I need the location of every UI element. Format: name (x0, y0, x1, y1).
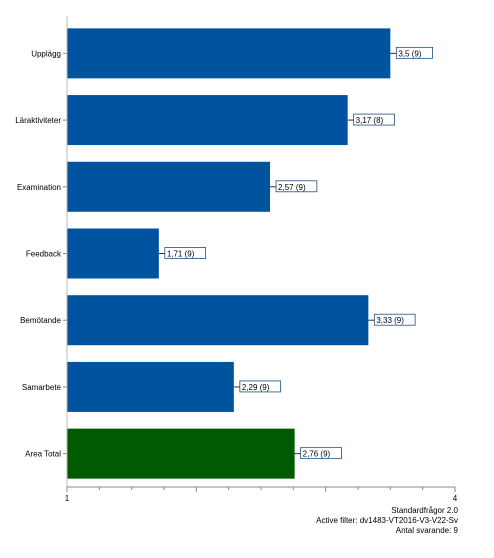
data-label-bemotande: 3,33 (9) (376, 316, 404, 325)
data-label-box-bemotande (373, 313, 416, 326)
footer-line-1: Standardfrågor 2.0 (391, 506, 458, 515)
data-label-box-feedback (164, 247, 207, 259)
data-label-laraktiviteter: 3,17 (8) (356, 116, 384, 125)
bar-area-total (67, 428, 295, 479)
data-label-feedback: 1,71 (9) (167, 250, 195, 259)
bar-samarbete (67, 361, 234, 412)
bar-bemotande (67, 295, 369, 346)
bar-upplagg (67, 28, 391, 79)
category-label-bemotande: Bemötande (20, 316, 61, 325)
data-label-examination: 2,57 (9) (278, 183, 306, 192)
data-label-box-area-total (300, 447, 342, 460)
data-label-samarbete: 2,29 (9) (242, 383, 270, 392)
data-label-upplagg: 3,5 (9) (398, 49, 421, 58)
data-label-box-upplagg (395, 46, 433, 59)
bars-group: Upplägg 3,5 (9) Läraktiviteter 3,17 (8) Exam… (15, 28, 433, 479)
data-label-box-samarbete (239, 380, 282, 393)
category-label-laraktiviteter: Läraktiviteter (15, 116, 61, 125)
category-label-samarbete: Samarbete (22, 383, 62, 392)
x-tick-label-4: 4 (453, 494, 458, 503)
category-label-area-total: Area Total (25, 450, 61, 459)
x-tick-label-1: 1 (65, 494, 70, 503)
footer-line-3: Antal svarande: 9 (395, 526, 458, 535)
category-label-feedback: Feedback (26, 250, 62, 259)
data-label-area-total: 2,76 (9) (303, 450, 331, 459)
bar-feedback (67, 228, 159, 279)
bar-laraktiviteter (67, 95, 348, 146)
footer-line-2: Active filter: dv1483-VT2016-V3-V22-Sv (316, 516, 458, 525)
category-label-examination: Examination (17, 183, 61, 192)
data-label-box-laraktiviteter (353, 113, 395, 126)
data-label-box-examination (275, 180, 318, 193)
category-label-upplagg: Upplägg (31, 49, 61, 58)
bar-examination (67, 161, 271, 212)
